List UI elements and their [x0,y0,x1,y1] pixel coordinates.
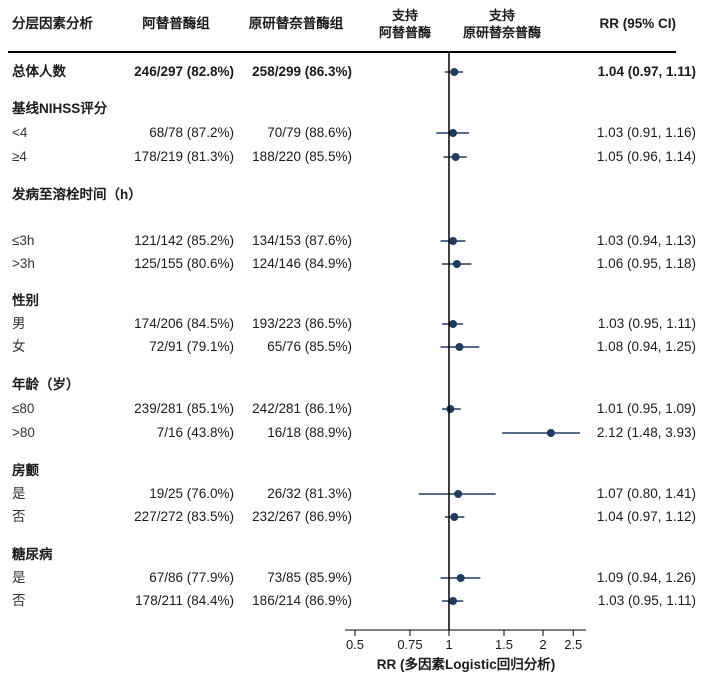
alteplase-value: 227/272 (83.5%) [134,509,234,524]
rr-ci-value: 1.04 (0.97, 1.12) [596,509,696,524]
overall-label: 总体人数 [12,64,66,79]
tenecteplase-value: 26/32 (81.3%) [267,486,352,501]
rr-ci-value: 1.03 (0.95, 1.11) [597,593,696,608]
alteplase-value: 68/78 (87.2%) [149,125,234,140]
subgroup-heading: 糖尿病 [12,547,53,562]
alteplase-value: 239/281 (85.1%) [134,401,234,416]
point-estimate [449,597,458,605]
point-estimate [454,490,463,498]
tenecteplase-value: 134/153 (87.6%) [252,233,352,248]
x-tick-label: 0.75 [397,637,423,652]
subgroup-label: ≤3h [12,233,35,248]
subgroup-label: <4 [12,125,28,140]
point-estimate [449,320,458,328]
header-rr-ci: RR (95% CI) [599,16,676,31]
tenecteplase-value: 16/18 (88.9%) [267,425,352,440]
header-favor-alteplase-l1: 支持 [391,8,419,23]
rr-ci-value: 1.06 (0.95, 1.18) [596,256,696,271]
subgroup-label: 男 [12,316,26,331]
alteplase-value: 72/91 (79.1%) [149,339,234,354]
subgroup-label: ≥4 [12,149,27,164]
tenecteplase-value: 232/267 (86.9%) [252,509,352,524]
header-favor-tenecteplase-l1: 支持 [488,8,516,23]
tenecteplase-value: 70/79 (88.6%) [267,125,352,140]
header-alteplase: 阿替普酶组 [142,16,210,31]
subgroup-label: 女 [12,339,26,354]
x-tick-label: 1.5 [494,637,514,652]
point-estimate [450,68,459,76]
rr-ci-value: 1.05 (0.96, 1.14) [596,149,696,164]
rr-ci-value: 1.08 (0.94, 1.25) [596,339,696,354]
tenecteplase-value: 73/85 (85.9%) [267,570,352,585]
point-estimate [451,153,460,161]
subgroup-label: ≤80 [12,401,35,416]
alteplase-value: 246/297 (82.8%) [134,64,234,79]
subgroup-label: 否 [12,509,26,524]
rr-ci-value: 1.07 (0.80, 1.41) [596,486,696,501]
subgroup-heading: 性别 [12,293,39,308]
header-favor-tenecteplase-l2: 原研替奈普酶 [462,25,542,40]
alteplase-value: 125/155 (80.6%) [134,256,234,271]
point-estimate [450,513,459,521]
point-estimate [546,429,555,437]
tenecteplase-value: 242/281 (86.1%) [252,401,352,416]
point-estimate [449,129,458,137]
header-subgroup: 分层因素分析 [12,16,93,31]
x-tick-label: 1 [445,637,453,652]
point-estimate [449,237,458,245]
x-tick-label: 0.5 [345,637,365,652]
x-axis-label: RR (多因素Logistic回归分析) [376,657,556,672]
alteplase-value: 178/211 (84.4%) [135,593,234,608]
subgroup-heading: 基线NIHSS评分 [12,101,108,116]
x-tick-label: 2 [539,637,547,652]
header-favor-alteplase-l2: 阿替普酶 [378,25,432,40]
tenecteplase-value: 65/76 (85.5%) [267,339,352,354]
point-estimate [446,405,455,413]
subgroup-heading: 年龄（岁） [12,377,80,392]
subgroup-heading: 房颤 [12,463,39,478]
header-tenecteplase: 原研替奈普酶组 [248,16,344,31]
point-estimate [452,260,461,268]
alteplase-value: 121/142 (85.2%) [134,233,234,248]
tenecteplase-value: 124/146 (84.9%) [252,256,352,271]
subgroup-label: >80 [12,425,35,440]
subgroup-label: >3h [12,256,35,271]
point-estimate [455,343,464,351]
alteplase-value: 19/25 (76.0%) [149,486,234,501]
rr-ci-value: 1.03 (0.91, 1.16) [596,125,696,140]
x-tick-label: 2.5 [564,637,583,652]
alteplase-value: 174/206 (84.5%) [134,316,234,331]
alteplase-value: 7/16 (43.8%) [156,425,234,440]
rr-ci-value: 1.04 (0.97, 1.11) [597,64,696,79]
tenecteplase-value: 258/299 (86.3%) [252,64,352,79]
alteplase-value: 178/219 (81.3%) [134,149,234,164]
tenecteplase-value: 193/223 (86.5%) [252,316,352,331]
subgroup-heading: 发病至溶栓时间（h） [12,187,142,202]
subgroup-label: 否 [12,593,26,608]
rr-ci-value: 1.03 (0.94, 1.13) [596,233,696,248]
rr-ci-value: 1.09 (0.94, 1.26) [596,570,696,585]
tenecteplase-value: 188/220 (85.5%) [252,149,352,164]
rr-ci-value: 1.01 (0.95, 1.09) [596,401,696,416]
point-estimate [456,574,465,582]
rr-ci-value: 1.03 (0.95, 1.11) [597,316,696,331]
tenecteplase-value: 186/214 (86.9%) [252,593,352,608]
subgroup-label: 是 [12,570,26,585]
subgroup-label: 是 [12,486,26,501]
rr-ci-value: 2.12 (1.48, 3.93) [596,425,696,440]
alteplase-value: 67/86 (77.9%) [149,570,234,585]
